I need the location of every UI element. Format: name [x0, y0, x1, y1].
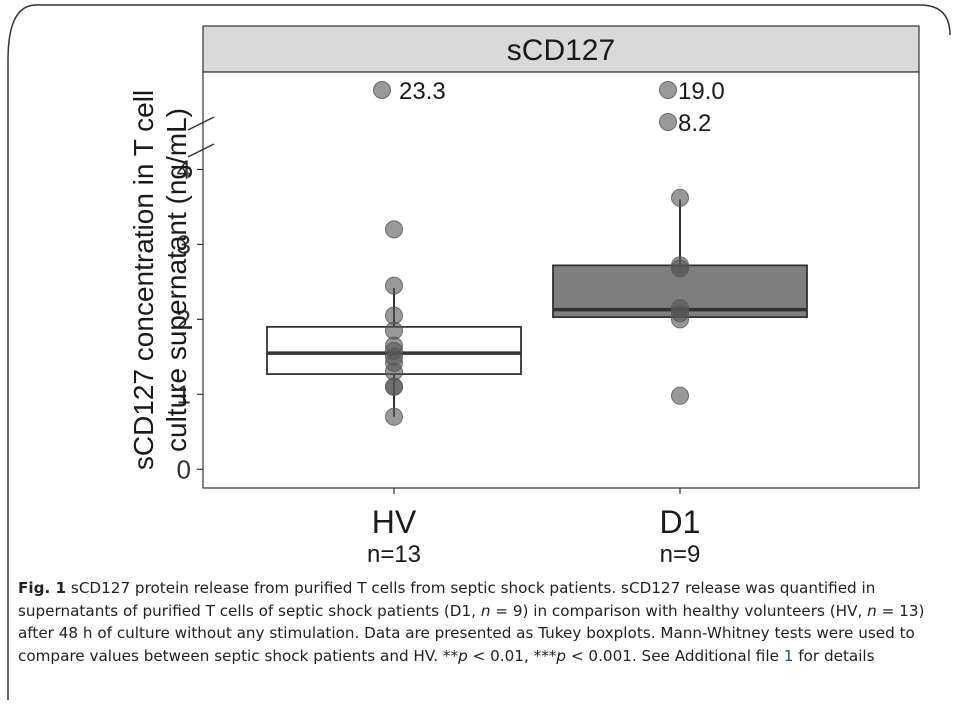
- caption-eq9: = 9) in comparison with healthy voluntee…: [490, 601, 868, 620]
- data-point-HV: [385, 321, 403, 340]
- caption-n-2: n: [867, 601, 877, 620]
- data-point-HV: [385, 220, 403, 239]
- data-point-D1: [671, 256, 689, 275]
- data-point-HV: [385, 407, 403, 426]
- y-axis-label-line1: sCD127 concentration in T cell: [128, 90, 159, 470]
- caption-fig-label: Fig. 1: [18, 579, 67, 597]
- caption-end: for details: [793, 646, 875, 665]
- caption-title: sCD127 protein release from purified T c…: [66, 579, 617, 597]
- data-point-HV: [385, 336, 403, 355]
- panel-strip: [202, 25, 920, 73]
- additional-file-link[interactable]: 1: [783, 646, 794, 665]
- caption-p1: < 0.01, ***: [467, 646, 557, 665]
- figure-caption: Fig. 1 sCD127 protein release from purif…: [18, 577, 940, 667]
- y-tick-label: 0: [177, 454, 191, 484]
- x-n-label-HV: n=13: [367, 541, 421, 568]
- data-point-HV: [385, 276, 403, 295]
- caption-eq13: = 13) after 48 h of culture without any …: [18, 601, 925, 665]
- y-tick-label: 1: [177, 379, 191, 409]
- boxplot-chart: sCD127 0 1 2 3 4 sCD127 concentration in T cel…: [128, 25, 920, 568]
- axis-break-mark: [187, 143, 215, 158]
- caption-p2: < 0.001. See Additional file: [566, 646, 784, 665]
- outlier-label-D1: 8.2: [678, 110, 711, 137]
- caption-n-1: n: [480, 601, 491, 620]
- outlier-point-D1: [659, 113, 677, 131]
- caption-body-1: sCD127 release was quantified in superna…: [18, 579, 876, 620]
- x-n-label-D1: n=9: [660, 541, 701, 568]
- data-point-D1: [671, 299, 689, 318]
- data-point-D1: [671, 386, 689, 405]
- x-group-label-HV: HV: [372, 504, 417, 540]
- data-point-D1: [671, 188, 689, 207]
- outlier-label-D1: 19.0: [678, 78, 725, 105]
- panel-title: sCD127: [507, 34, 615, 67]
- y-tick-label: 4: [177, 154, 191, 184]
- data-point-HV: [385, 306, 403, 325]
- outlier-point-HV: [373, 81, 391, 99]
- caption-p-2: p: [556, 646, 567, 665]
- y-tick-label: 3: [177, 229, 191, 259]
- y-tick-label: 2: [177, 304, 191, 334]
- data-point-HV: [385, 377, 403, 396]
- caption-p-1: p: [458, 646, 468, 665]
- axis-break-mark: [187, 116, 215, 131]
- x-group-label-D1: D1: [660, 504, 701, 540]
- outlier-label-HV: 23.3: [399, 78, 446, 105]
- y-axis-label-line2: culture supernatant (ng/mL): [161, 108, 192, 452]
- outlier-point-D1: [659, 81, 677, 99]
